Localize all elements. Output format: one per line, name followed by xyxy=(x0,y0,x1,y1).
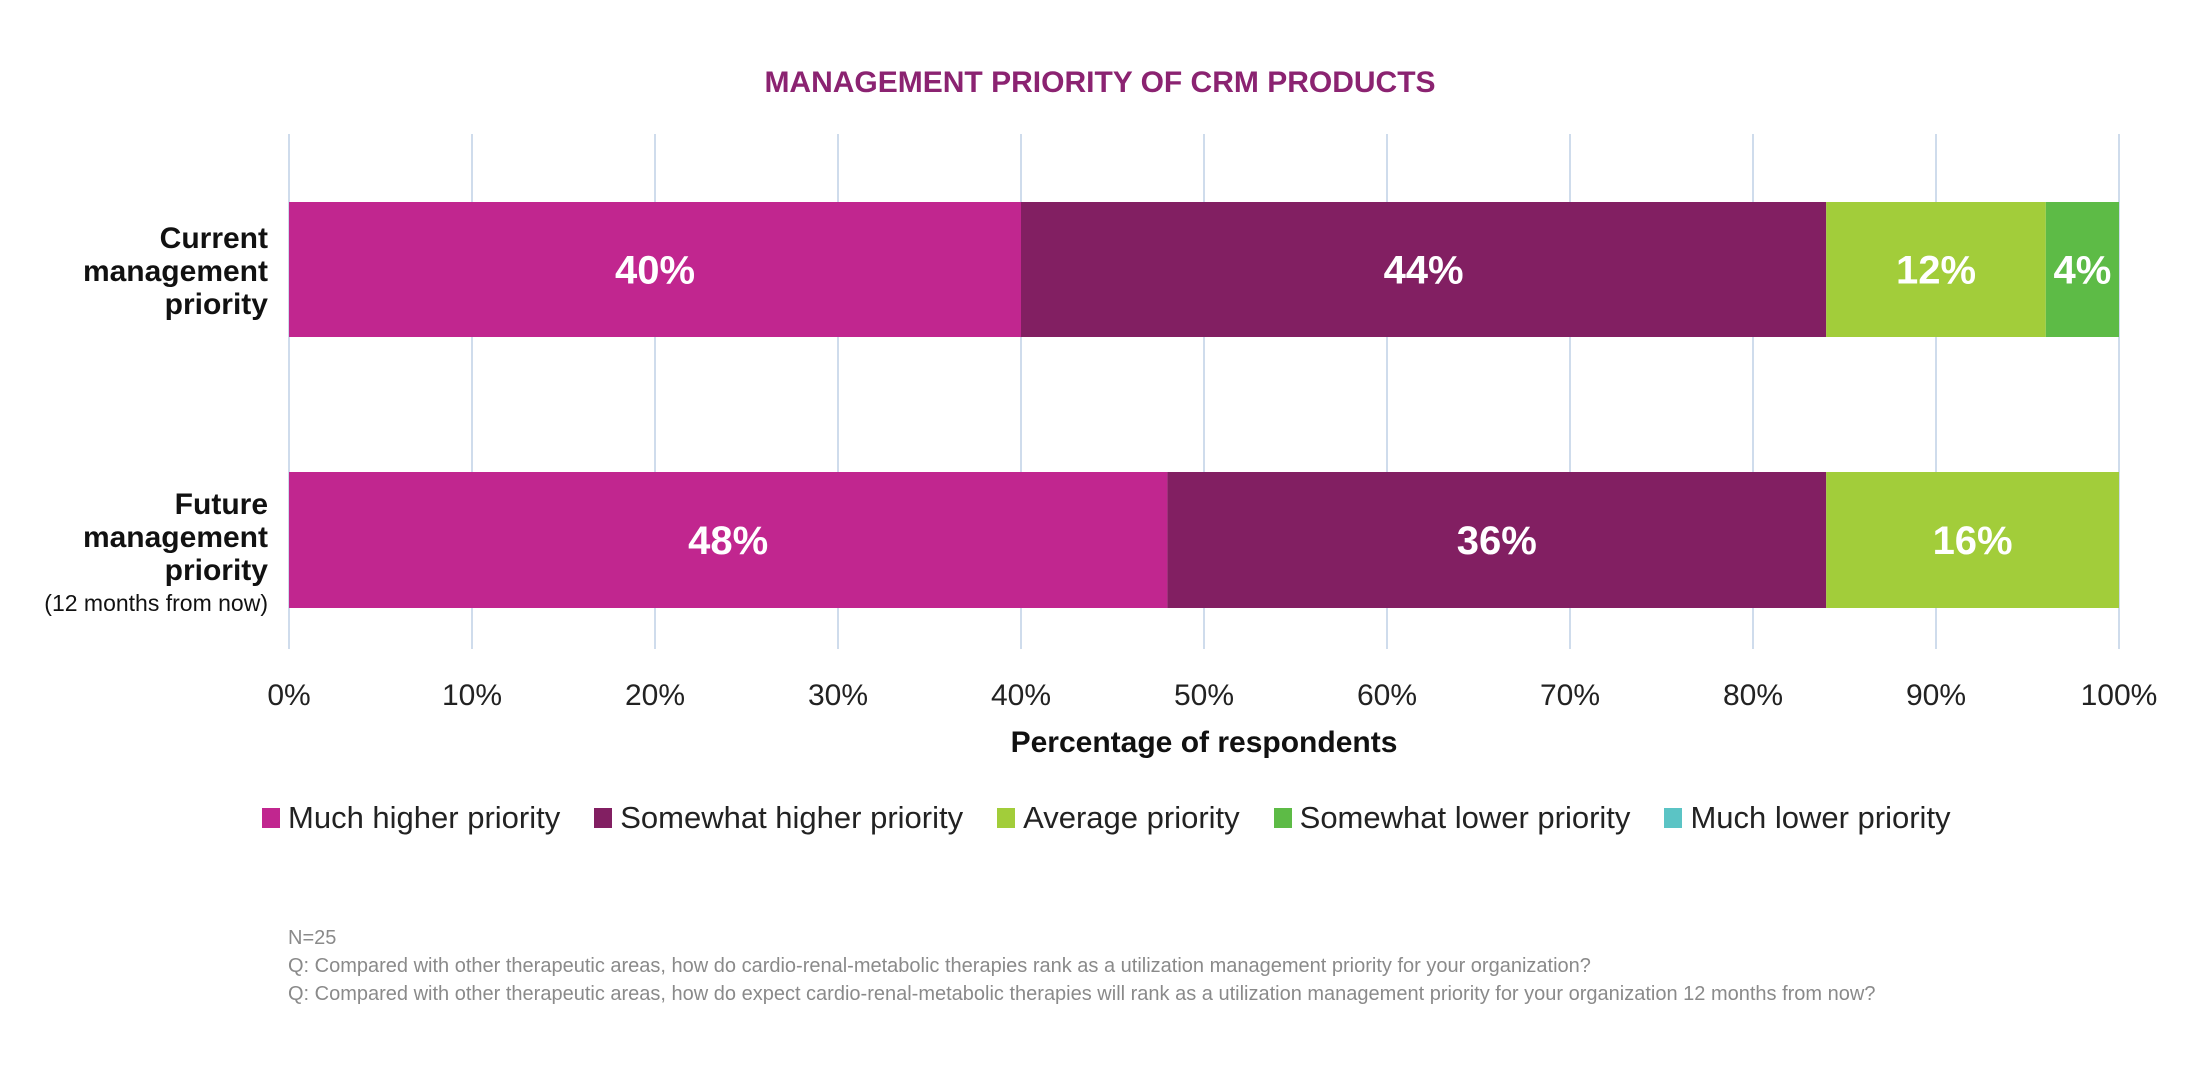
bar-segment xyxy=(2045,202,2119,337)
category-label-line: management xyxy=(82,521,268,554)
legend-label: Somewhat lower priority xyxy=(1299,800,1631,835)
question-note: Q: Compared with other therapeutic areas… xyxy=(288,955,1591,977)
x-tick-label: 0% xyxy=(267,679,310,712)
legend-swatch xyxy=(1664,808,1683,828)
data-label: 12% xyxy=(1896,249,1976,293)
question-note: Q: Compared with other therapeutic areas… xyxy=(288,983,1876,1005)
x-tick-label: 90% xyxy=(1906,679,1966,712)
data-label: 40% xyxy=(615,249,695,293)
legend-label: Somewhat higher priority xyxy=(620,800,964,835)
category-sublabel: (12 months from now) xyxy=(44,590,268,616)
category-label-line: Future xyxy=(174,488,268,521)
footnotes: N=25 Q: Compared with other therapeutic … xyxy=(288,924,1875,1008)
data-label: 16% xyxy=(1933,519,2013,563)
x-tick-label: 70% xyxy=(1540,679,1600,712)
bar-segment xyxy=(1826,202,2046,337)
bar-segment xyxy=(1021,202,1827,337)
legend-label: Average priority xyxy=(1023,800,1240,835)
legend-swatch xyxy=(594,808,613,828)
legend-item: Much higher priority xyxy=(262,800,560,836)
category-label-line: management xyxy=(82,255,268,288)
chart-title: MANAGEMENT PRIORITY OF CRM PRODUCTS xyxy=(764,66,1436,99)
legend: Much higher priority Somewhat higher pri… xyxy=(262,800,1951,836)
legend-swatch xyxy=(1273,808,1292,828)
category-label-line: priority xyxy=(164,288,268,321)
legend-label: Much lower priority xyxy=(1690,800,1951,835)
legend-label: Much higher priority xyxy=(288,800,561,835)
bar-segment xyxy=(1167,472,1827,608)
x-axis-label: Percentage of respondents xyxy=(1010,726,1398,759)
legend-item: Much lower priority xyxy=(1664,800,1951,836)
legend-item: Somewhat higher priority xyxy=(594,800,963,836)
x-tick-label: 50% xyxy=(1174,679,1234,712)
x-tick-label: 60% xyxy=(1357,679,1417,712)
data-label: 44% xyxy=(1384,249,1464,293)
x-tick-label: 20% xyxy=(625,679,685,712)
legend-item: Average priority xyxy=(997,800,1240,836)
x-tick-label: 30% xyxy=(808,679,868,712)
bar-segment xyxy=(289,472,1168,608)
bar-segment xyxy=(289,202,1021,337)
category-label-line: Current xyxy=(159,222,268,255)
data-label: 4% xyxy=(2053,249,2111,293)
x-tick-label: 80% xyxy=(1723,679,1783,712)
legend-item: Somewhat lower priority xyxy=(1273,800,1631,836)
legend-swatch xyxy=(997,808,1016,828)
data-label: 36% xyxy=(1457,519,1537,563)
legend-swatch xyxy=(262,808,280,828)
data-label: 48% xyxy=(688,519,768,563)
x-tick-label: 40% xyxy=(991,679,1051,712)
x-tick-label: 100% xyxy=(2081,679,2158,712)
category-label-future: Future management priority (12 months fr… xyxy=(44,488,268,620)
category-label-line: priority xyxy=(164,554,268,587)
x-tick-label: 10% xyxy=(442,679,502,712)
bar-segment xyxy=(1826,472,2119,608)
category-label-current: Current management priority xyxy=(83,222,268,321)
sample-size-note: N=25 xyxy=(288,927,337,949)
